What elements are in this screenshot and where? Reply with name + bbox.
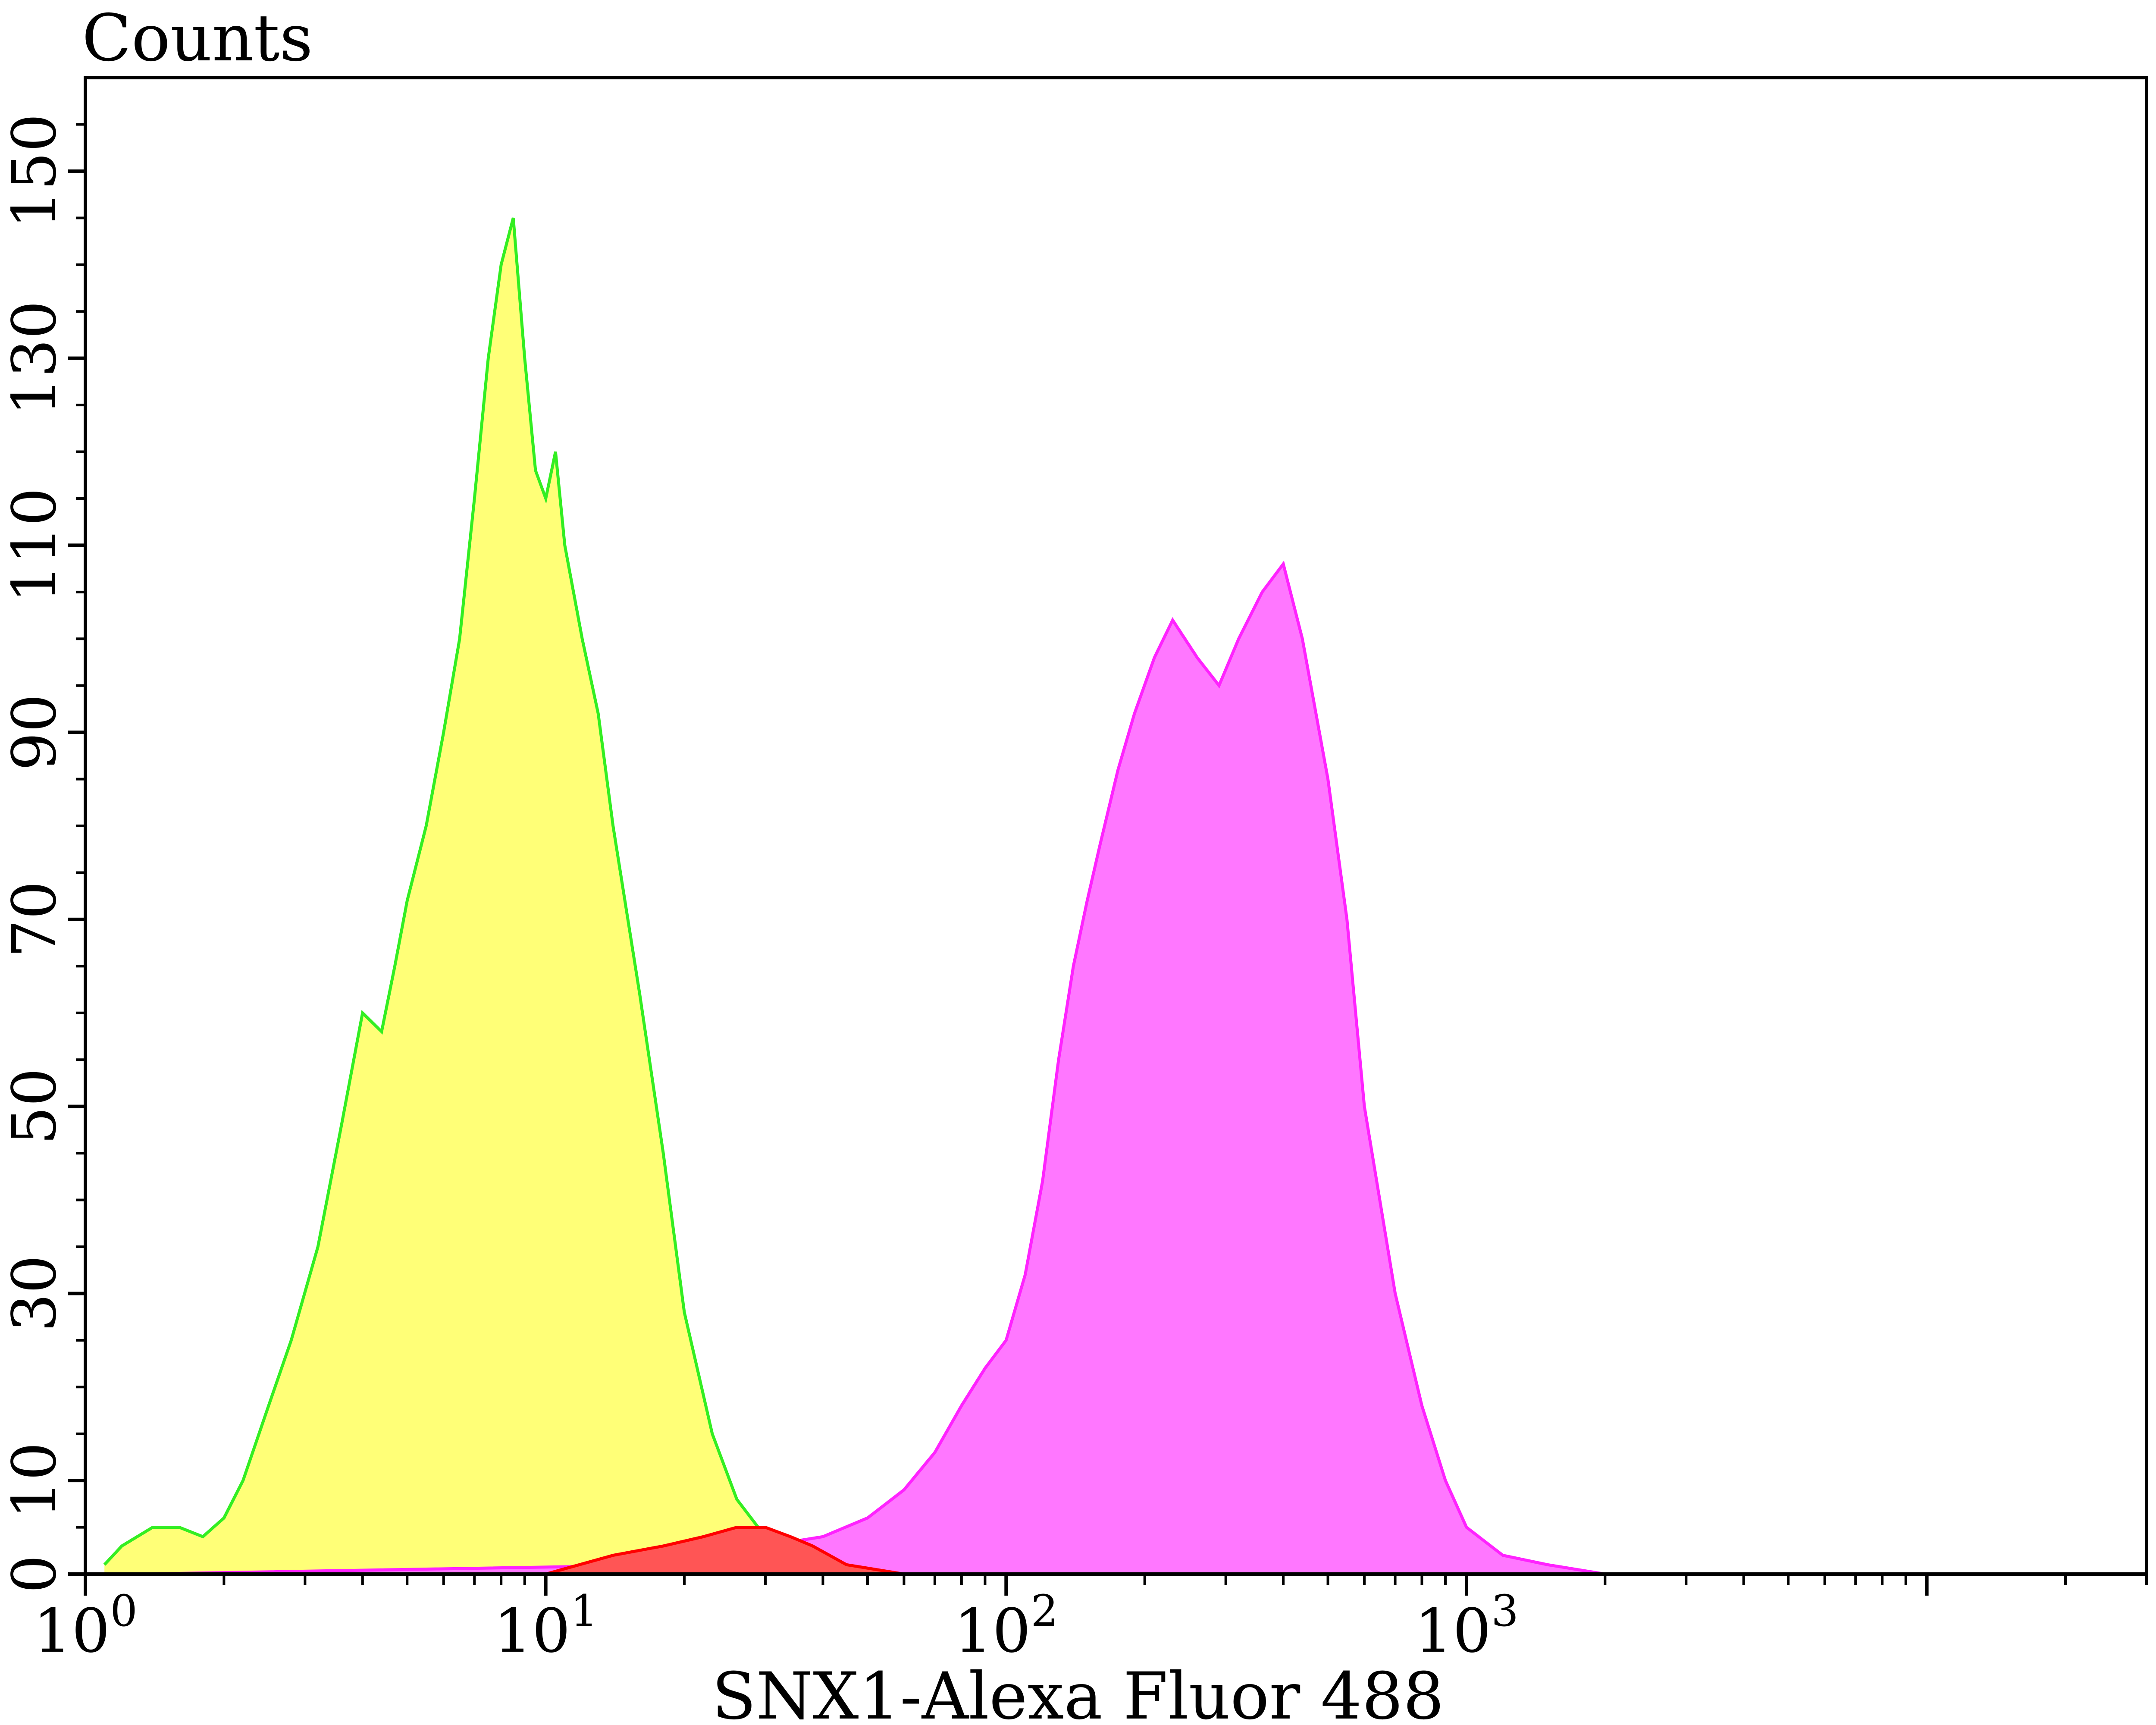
x-tick-base: 10 — [954, 1596, 1031, 1666]
x-tick-exponent: 0 — [110, 1586, 138, 1636]
y-tick-label: 0 — [0, 1555, 70, 1593]
x-tick-base: 10 — [1414, 1596, 1491, 1666]
x-tick-exponent: 3 — [1491, 1586, 1519, 1636]
x-tick-label: 102 — [954, 1586, 1058, 1666]
y-tick-label: 10 — [0, 1442, 70, 1519]
y-tick-label: 30 — [0, 1255, 70, 1332]
series-0-line — [103, 217, 868, 1576]
x-tick-exponent: 1 — [570, 1586, 598, 1636]
series-1-area — [138, 564, 1605, 1574]
histogram-series-layer — [103, 217, 1605, 1576]
x-tick-base: 10 — [33, 1596, 110, 1666]
y-tick-label: 70 — [0, 881, 70, 958]
y-tick-label: 50 — [0, 1068, 70, 1145]
series-1-line — [138, 560, 1605, 1576]
y-tick-label: 130 — [0, 301, 70, 416]
y-tick-label: 90 — [0, 694, 70, 771]
x-tick-base: 10 — [494, 1596, 570, 1666]
series-2-line — [545, 1526, 904, 1576]
x-tick-exponent: 2 — [1031, 1586, 1059, 1636]
x-tick-label: 103 — [1414, 1586, 1519, 1666]
x-axis-label: SNX1-Alexa Fluor 488 — [712, 1659, 1444, 1725]
y-tick-label: 110 — [0, 488, 70, 603]
series-2-area — [545, 1527, 904, 1574]
y-tick-label: 150 — [0, 113, 70, 229]
x-tick-label: 101 — [494, 1586, 598, 1666]
y-axis-label: Counts — [82, 1, 313, 76]
x-tick-label: 100 — [33, 1586, 138, 1666]
series-0-area — [104, 218, 868, 1574]
